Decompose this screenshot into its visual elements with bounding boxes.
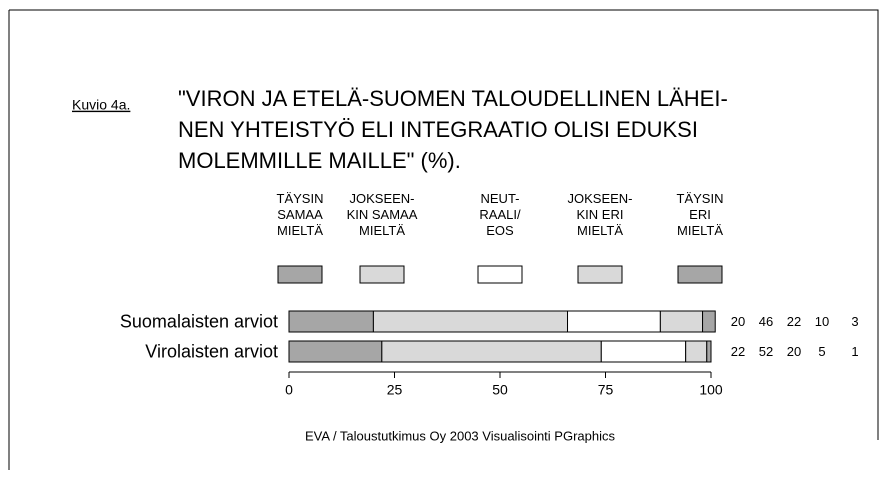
value-label: 1 bbox=[851, 344, 858, 359]
bar-segment bbox=[600, 340, 687, 363]
legend-label: JOKSEEN-KIN ERI MIELTÄ bbox=[567, 191, 632, 238]
y-tick-label: Virolaisten arviot bbox=[145, 341, 278, 361]
x-tick-label: 100 bbox=[699, 382, 723, 398]
bar-segment bbox=[372, 310, 569, 333]
value-label: 10 bbox=[815, 314, 829, 329]
bar-segment bbox=[567, 310, 661, 333]
bar-segment bbox=[659, 310, 704, 333]
legend-label: NEUT-RAALI/EOS bbox=[479, 191, 521, 238]
value-label: 22 bbox=[731, 344, 745, 359]
chart-title: "VIRON JA ETELÄ-SUOMEN TALOUDELLINEN LÄH… bbox=[178, 86, 728, 173]
legend-swatch bbox=[277, 265, 323, 284]
x-tick-label: 50 bbox=[492, 382, 508, 398]
bar-segment bbox=[288, 310, 374, 333]
figure-label: Kuvio 4a. bbox=[72, 97, 130, 113]
bar-segment bbox=[706, 340, 712, 363]
value-label: 3 bbox=[851, 314, 858, 329]
legend-swatch bbox=[359, 265, 405, 284]
legend-label: JOKSEEN-KIN SAMAA MIELTÄ bbox=[347, 191, 418, 238]
value-label: 52 bbox=[759, 344, 773, 359]
x-tick-label: 75 bbox=[598, 382, 614, 398]
y-tick-label: Suomalaisten arviot bbox=[120, 311, 278, 331]
bar-segment bbox=[685, 340, 708, 363]
value-label: 22 bbox=[787, 314, 801, 329]
legend-swatch bbox=[577, 265, 623, 284]
value-label: 20 bbox=[787, 344, 801, 359]
bar-segment bbox=[381, 340, 602, 363]
legend-swatch bbox=[677, 265, 723, 284]
legend-label: TÄYSIN ERI MIELTÄ bbox=[677, 191, 724, 238]
frame bbox=[8, 9, 879, 470]
legend-label: TÄYSIN SAMAA MIELTÄ bbox=[277, 191, 324, 238]
bar-segment bbox=[288, 340, 383, 363]
source: EVA / Taloustutkimus Oy 2003 Visualisoin… bbox=[305, 428, 615, 443]
bar-segment bbox=[702, 310, 716, 333]
value-label: 20 bbox=[731, 314, 745, 329]
value-label: 46 bbox=[759, 314, 773, 329]
legend-swatch bbox=[477, 265, 523, 284]
value-label: 5 bbox=[818, 344, 825, 359]
x-tick-label: 25 bbox=[387, 382, 403, 398]
x-tick-label: 0 bbox=[285, 382, 293, 398]
